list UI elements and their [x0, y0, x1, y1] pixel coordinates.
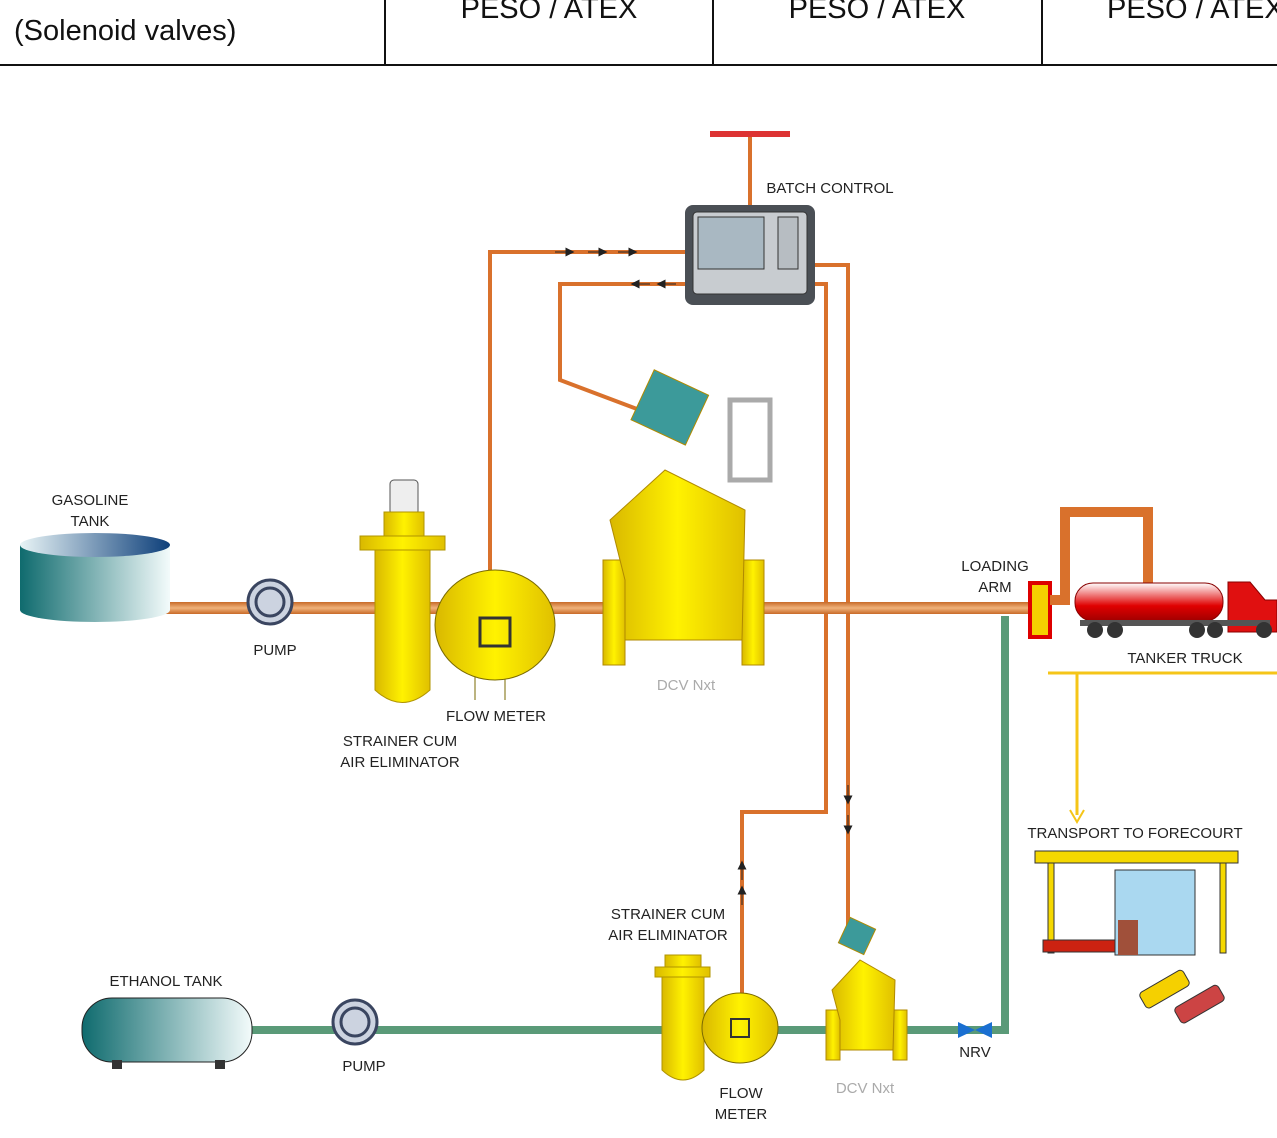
batch-control — [685, 131, 815, 305]
label: FLOW — [719, 1085, 763, 1102]
ethanol-tank — [82, 998, 252, 1069]
label: METER — [715, 1106, 768, 1123]
label: STRAINER CUM — [611, 906, 725, 923]
label: PUMP — [342, 1058, 385, 1075]
ethanol-pipe — [250, 616, 1005, 1030]
label: TANKER TRUCK — [1127, 650, 1242, 667]
page: (Solenoid valves) PESO / ATEX PESO / ATE… — [0, 0, 1277, 1138]
label: FLOW METER — [446, 708, 546, 725]
label: DCV Nxt — [836, 1080, 895, 1097]
label: TANK — [71, 513, 110, 530]
table-cell: PESO / ATEX — [461, 0, 638, 25]
tanker-truck — [1075, 582, 1277, 638]
labels: BATCH CONTROL GASOLINE TANK PUMP STRAINER CU… — [52, 180, 1243, 1123]
label: ARM — [978, 579, 1011, 596]
label: NRV — [959, 1044, 990, 1061]
transport-line — [1048, 673, 1277, 822]
label: DCV Nxt — [657, 677, 716, 694]
label: AIR ELIMINATOR — [608, 927, 728, 944]
label: BATCH CONTROL — [766, 180, 893, 197]
gasoline-pipe — [165, 602, 1035, 614]
label: LOADING — [961, 558, 1029, 575]
label: PUMP — [253, 642, 296, 659]
gasoline-tank — [20, 533, 170, 622]
table-cell: PESO / ATEX — [789, 0, 966, 25]
forecourt-station — [1035, 851, 1238, 1024]
label: AIR ELIMINATOR — [340, 754, 460, 771]
diagram: (Solenoid valves) PESO / ATEX PESO / ATE… — [0, 0, 1277, 1138]
nrv — [958, 1022, 992, 1038]
label: TRANSPORT TO FORECOURT — [1027, 825, 1242, 842]
table-cell: PESO / ATEX — [1107, 0, 1277, 25]
row-label: (Solenoid valves) — [14, 15, 236, 47]
label: ETHANOL TANK — [109, 973, 222, 990]
label: STRAINER CUM — [343, 733, 457, 750]
label: GASOLINE — [52, 492, 129, 509]
dcv-valve — [603, 370, 907, 1060]
